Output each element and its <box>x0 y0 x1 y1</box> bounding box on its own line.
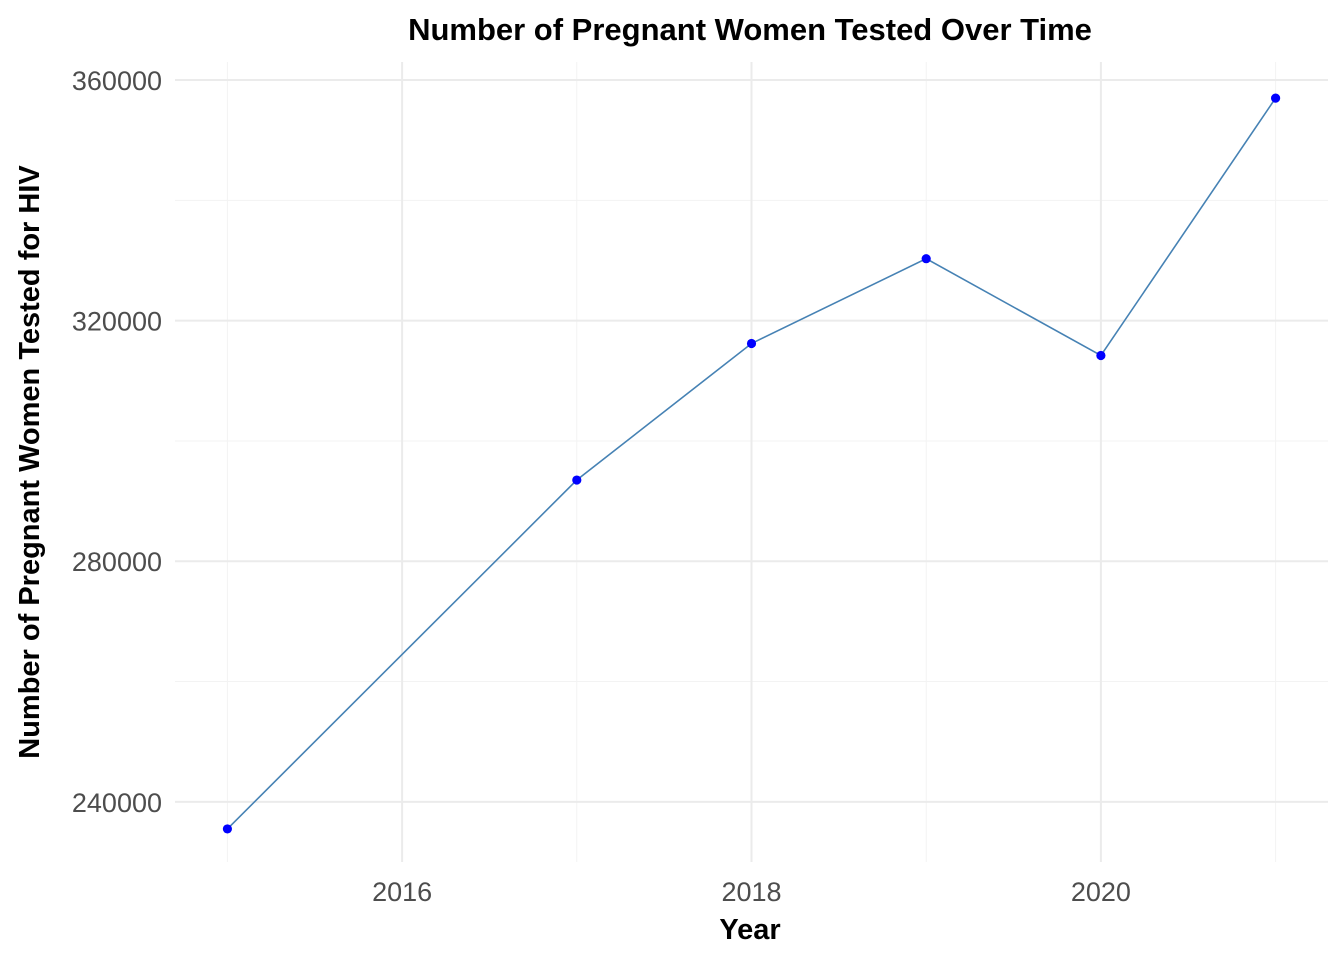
y-axis-title: Number of Pregnant Women Tested for HIV <box>14 165 46 759</box>
data-point <box>921 254 931 264</box>
series-line <box>226 97 1277 830</box>
y-axis-tick-labels: 240000 280000 320000 360000 <box>72 66 162 818</box>
x-tick-label: 2020 <box>1071 877 1131 907</box>
data-point <box>222 824 233 834</box>
data-point <box>1096 350 1106 361</box>
chart-title: Number of Pregnant Women Tested Over Tim… <box>408 12 1092 47</box>
x-axis-tick-labels: 2016 2018 2020 <box>372 877 1131 907</box>
x-tick-label: 2018 <box>721 877 781 907</box>
x-tick-label: 2016 <box>372 877 432 907</box>
data-point <box>572 475 582 485</box>
x-axis-title: Year <box>719 914 780 946</box>
y-tick-label: 360000 <box>72 66 162 96</box>
data-points-layer <box>222 93 1281 834</box>
grid-lines <box>175 62 1328 862</box>
y-tick-label: 280000 <box>72 547 162 577</box>
data-point <box>1270 93 1281 103</box>
series-line-layer <box>226 97 1277 830</box>
y-tick-label: 240000 <box>72 788 162 818</box>
y-tick-label: 320000 <box>72 307 162 337</box>
data-point <box>746 338 757 349</box>
